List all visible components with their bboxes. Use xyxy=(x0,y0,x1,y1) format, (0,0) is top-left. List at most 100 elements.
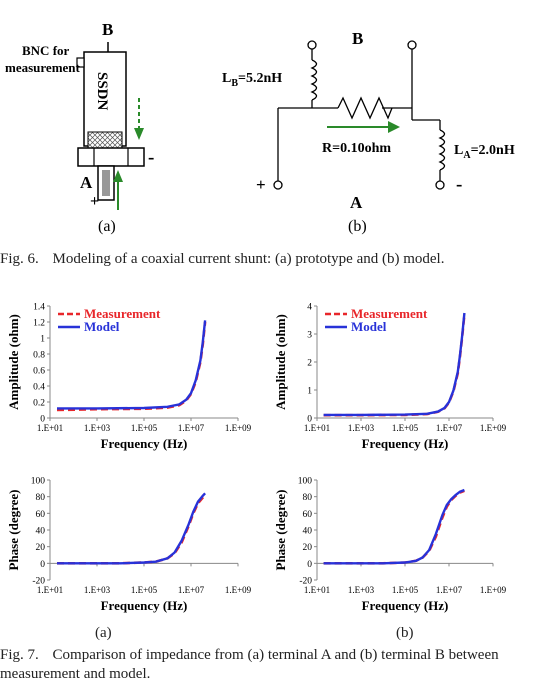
y-tick-label: 40 xyxy=(303,527,313,537)
fig7-sublabel-a: (a) xyxy=(95,625,112,641)
x-tick-label: 1.E+07 xyxy=(178,585,205,595)
y-tick-label: 60 xyxy=(303,510,313,520)
model-label-b: B xyxy=(352,29,363,48)
fig6-caption-label: Fig. 6. xyxy=(0,251,39,267)
x-tick-label: 1.E+09 xyxy=(480,423,507,433)
y-tick-label: 60 xyxy=(36,510,46,520)
y-axis-label: Amplitude (ohm) xyxy=(273,314,288,410)
terminal-b-right xyxy=(407,40,417,50)
x-tick-label: 1.E+09 xyxy=(225,423,252,433)
legend-label: Model xyxy=(84,319,120,334)
bnc-connector xyxy=(76,57,85,68)
y-tick-label: 0.8 xyxy=(33,351,45,361)
y-tick-label: 0.2 xyxy=(33,399,45,409)
y-axis-label: Phase (degree) xyxy=(273,490,288,571)
la-label: LA=2.0nH xyxy=(454,143,515,161)
legend-label: Measurement xyxy=(84,306,161,321)
series-line-model xyxy=(323,312,466,417)
fig6-diagram: B SSDN BNC for measurement - A + (a) xyxy=(5,20,515,235)
x-tick-label: 1.E+01 xyxy=(304,423,330,433)
flange xyxy=(77,147,145,167)
terminal-b-left xyxy=(307,40,317,50)
y-tick-label: 100 xyxy=(31,477,46,487)
y-tick-label: 1 xyxy=(40,335,45,345)
y-tick-label: 0.6 xyxy=(33,367,45,377)
proto-sublabel: (a) xyxy=(98,218,116,235)
terminal-a-left xyxy=(273,180,283,190)
fig6-caption: Fig. 6. Modeling of a coaxial current sh… xyxy=(0,250,533,269)
x-tick-label: 1.E+03 xyxy=(84,423,111,433)
y-tick-label: 0 xyxy=(307,560,312,570)
circuit-model xyxy=(273,40,446,190)
y-tick-label: 100 xyxy=(298,477,313,487)
inductor-la xyxy=(438,129,446,171)
y-tick-label: 40 xyxy=(36,527,46,537)
fig7-sublabel-b: (b) xyxy=(396,625,414,641)
current-arrow-model xyxy=(388,121,400,133)
x-tick-label: 1.E+01 xyxy=(37,423,63,433)
hatched-section xyxy=(87,131,123,149)
y-axis-label: Phase (degree) xyxy=(6,490,21,571)
y-tick-label: 0 xyxy=(40,415,45,425)
x-tick-label: 1.E+05 xyxy=(392,585,419,595)
proto-body-text: SSDN xyxy=(94,72,110,111)
model-label-a: A xyxy=(350,193,363,212)
series-line-model xyxy=(57,320,207,410)
y-tick-label: 2 xyxy=(307,359,312,369)
y-tick-label: 0 xyxy=(307,415,312,425)
series-line-measurement xyxy=(57,494,207,565)
fig7-caption: Fig. 7. Comparison of impedance from (a)… xyxy=(0,646,533,684)
fig6-caption-text: Modeling of a coaxial current shunt: (a)… xyxy=(52,251,445,267)
lb-label: LB=5.2nH xyxy=(222,71,282,89)
legend-label: Model xyxy=(351,319,387,334)
model-minus: - xyxy=(456,174,462,195)
terminal-a-right xyxy=(435,180,445,190)
model-plus: + xyxy=(256,175,266,194)
y-tick-label: 80 xyxy=(303,493,313,503)
x-tick-label: 1.E+03 xyxy=(348,423,375,433)
x-axis-label: Frequency (Hz) xyxy=(362,436,449,451)
proto-plus: + xyxy=(90,193,99,210)
y-tick-label: 0.4 xyxy=(33,383,45,393)
series-line-measurement xyxy=(56,321,207,412)
x-tick-label: 1.E+09 xyxy=(480,585,507,595)
y-tick-label: 80 xyxy=(36,493,46,503)
resistor-label: R=0.10ohm xyxy=(322,141,391,156)
y-tick-label: -20 xyxy=(299,577,312,587)
x-tick-label: 1.E+01 xyxy=(304,585,330,595)
chart-b-phase: -20 0 20 40 60 80 100 1.E+01 1.E+03 1.E+05 1.E+07 1… xyxy=(273,477,507,614)
chart-b-amplitude: 0 1 2 3 4 1.E+01 1.E+03 1.E+05 1.E+07 1.E+09 Frequ… xyxy=(273,303,507,452)
x-tick-label: 1.E+01 xyxy=(37,585,63,595)
bnc-label-line1: BNC for xyxy=(22,43,70,58)
prototype-drawing: B SSDN BNC for measurement - A + (a) xyxy=(5,20,154,235)
y-tick-label: 4 xyxy=(307,303,312,313)
proto-label-a: A xyxy=(80,173,93,192)
current-up-arrow xyxy=(113,170,123,182)
y-tick-label: 3 xyxy=(307,331,312,341)
y-tick-label: 1.4 xyxy=(33,303,45,313)
bnc-label-line2: measurement xyxy=(5,60,81,75)
x-tick-label: 1.E+07 xyxy=(436,423,463,433)
x-tick-label: 1.E+05 xyxy=(131,585,158,595)
y-tick-label: 1 xyxy=(307,387,312,397)
x-axis-label: Frequency (Hz) xyxy=(101,598,188,613)
y-axis-label: Amplitude (ohm) xyxy=(6,314,21,410)
current-down-arrow xyxy=(134,128,144,140)
series-line-model xyxy=(323,488,465,565)
y-tick-label: 20 xyxy=(36,543,46,553)
x-tick-label: 1.E+05 xyxy=(392,423,419,433)
legend-label: Measurement xyxy=(351,306,428,321)
x-axis-label: Frequency (Hz) xyxy=(362,598,449,613)
y-tick-label: -20 xyxy=(32,577,45,587)
y-tick-label: 20 xyxy=(303,543,313,553)
x-tick-label: 1.E+09 xyxy=(225,585,252,595)
x-tick-label: 1.E+03 xyxy=(84,585,111,595)
y-tick-label: 1.2 xyxy=(33,319,45,329)
fig7-caption-label: Fig. 7. xyxy=(0,647,39,663)
chart-a-phase: -20 0 20 40 60 80 100 1.E+01 1.E+03 1.E+05 1.E+07 1… xyxy=(6,477,252,614)
x-tick-label: 1.E+03 xyxy=(348,585,375,595)
x-axis-label: Frequency (Hz) xyxy=(101,436,188,451)
chart-a-amplitude: 0 0.2 0.4 0.6 0.8 1 1.2 1.4 1.E+01 1.E+03 1.E+05 1.… xyxy=(6,303,252,452)
fig7-charts: 0 0.2 0.4 0.6 0.8 1 1.2 1.4 1.E+01 1.E+03 1.E+05 1.… xyxy=(6,303,507,614)
series-line-model xyxy=(57,492,206,565)
